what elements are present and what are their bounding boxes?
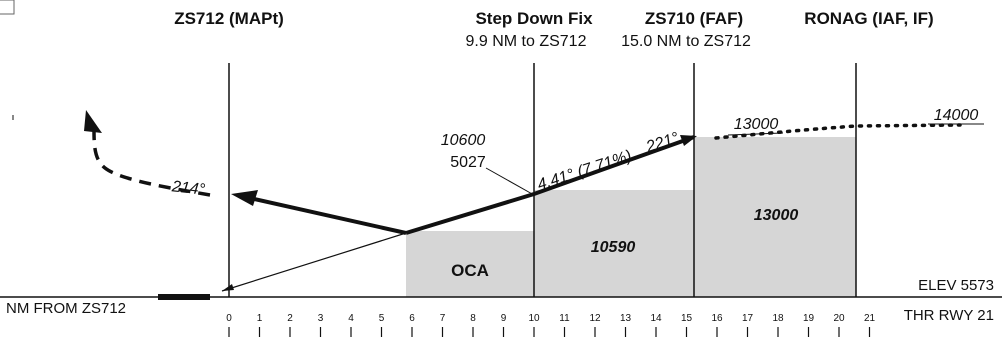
scale-tick-label: 3 bbox=[318, 313, 324, 324]
missed-turn-arrowhead bbox=[84, 110, 102, 133]
oca-label: OCA bbox=[451, 261, 489, 280]
scale-tick-label: 2 bbox=[287, 313, 293, 324]
faf-altitude: 13000 bbox=[734, 116, 779, 133]
oca-segment-block bbox=[406, 231, 534, 297]
corner-box bbox=[0, 0, 15, 15]
initial-segment-dotted bbox=[714, 123, 962, 140]
descent-path bbox=[405, 135, 695, 235]
scale-tick-label: 13 bbox=[620, 313, 632, 324]
glide-angle: 4.41° (7.71%) bbox=[535, 147, 633, 193]
scale-tick-label: 16 bbox=[711, 313, 723, 324]
distance-axis-label: NM FROM ZS712 bbox=[6, 300, 126, 317]
mapt-label: ZS712 (MAPt) bbox=[174, 9, 284, 28]
segment-block-faf-iaf bbox=[694, 137, 856, 297]
runway-elevation: ELEV 5573 bbox=[918, 277, 994, 294]
scale-tick-label: 14 bbox=[650, 313, 662, 324]
sdf-label: Step Down Fix bbox=[475, 9, 593, 28]
missed-approach-arrowhead bbox=[231, 190, 258, 206]
distance-scale: 0 1 2 3 4 5 6 7 8 9 10 11 12 13 14 15 16 17 18 19 20 21 bbox=[226, 313, 875, 337]
faf-distance: 15.0 NM to ZS712 bbox=[621, 33, 751, 50]
scale-tick-label: 21 bbox=[864, 313, 876, 324]
faf-alt-underline bbox=[727, 132, 784, 136]
scale-tick-label: 5 bbox=[379, 313, 385, 324]
iaf-altitude: 14000 bbox=[934, 107, 979, 124]
missed-approach-line bbox=[249, 196, 407, 235]
sdf-leader-line bbox=[485, 167, 535, 196]
sdf-distance: 9.9 NM to ZS712 bbox=[466, 33, 587, 50]
missed-course: 214° bbox=[170, 178, 206, 199]
sdf-msl-altitude: 10600 bbox=[441, 132, 486, 149]
scale-tick-label: 18 bbox=[772, 313, 784, 324]
faf-label: ZS710 (FAF) bbox=[645, 9, 743, 28]
scale-tick-label: 12 bbox=[589, 313, 601, 324]
threshold-label: THR RWY 21 bbox=[904, 307, 994, 324]
missed-approach-turn bbox=[92, 129, 211, 197]
segment-sdf-faf-altitude: 10590 bbox=[591, 239, 636, 256]
glide-extension-line bbox=[221, 232, 407, 292]
scale-tick-label: 7 bbox=[440, 313, 446, 324]
sdf-hat-altitude: 5027 bbox=[450, 154, 486, 171]
final-course: 221° bbox=[643, 129, 681, 156]
segment-block-sdf-faf bbox=[534, 190, 694, 297]
scale-tick-label: 6 bbox=[409, 313, 415, 324]
scale-tick-label: 19 bbox=[803, 313, 815, 324]
scale-tick-label: 1 bbox=[257, 313, 263, 324]
scale-tick-label: 0 bbox=[226, 313, 232, 324]
scale-tick-label: 8 bbox=[470, 313, 476, 324]
ronag-label: RONAG (IAF, IF) bbox=[804, 9, 933, 28]
scale-tick-label: 9 bbox=[501, 313, 507, 324]
scale-tick-label: 11 bbox=[559, 313, 570, 324]
scale-tick-label: 17 bbox=[742, 313, 754, 324]
scale-tick-label: 15 bbox=[681, 313, 693, 324]
scale-tick-label: 10 bbox=[528, 313, 540, 324]
scale-tick-label: 20 bbox=[833, 313, 845, 324]
runway-bar bbox=[158, 294, 210, 300]
scale-tick-label: 4 bbox=[348, 313, 354, 324]
descent-path-arrowhead bbox=[680, 135, 697, 146]
segment-faf-iaf-altitude: 13000 bbox=[754, 207, 799, 224]
glide-extension-arrowhead bbox=[222, 284, 234, 291]
